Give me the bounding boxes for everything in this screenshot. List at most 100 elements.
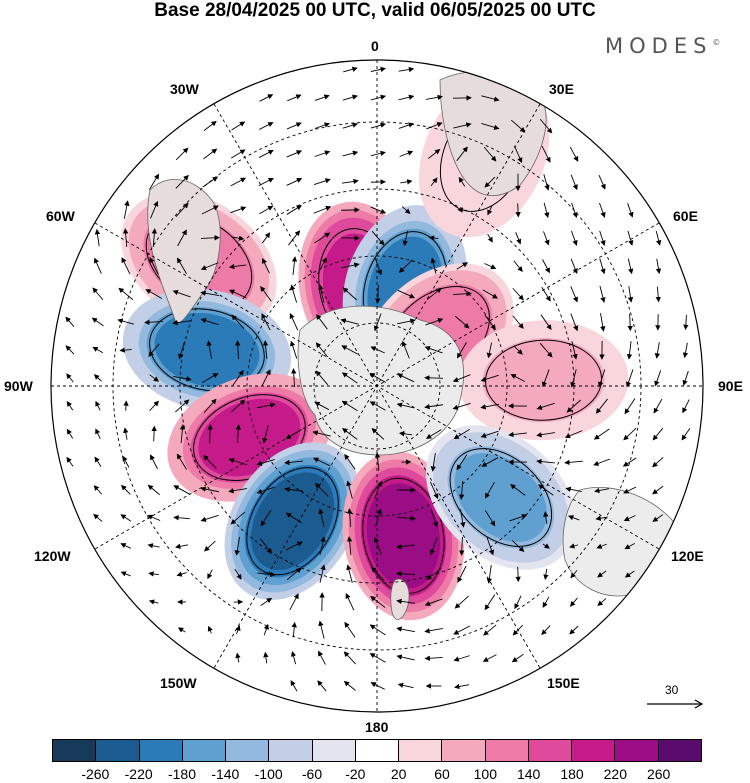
wind-arrow: [234, 568, 242, 580]
wind-arrow: [599, 230, 606, 246]
wind-arrow: [204, 540, 216, 552]
wind-arrow: [400, 179, 413, 185]
wind-arrow: [425, 94, 443, 101]
wind-arrow: [543, 511, 549, 524]
wind-arrow: [397, 682, 414, 689]
lon-label-30e: 30E: [549, 81, 574, 97]
wind-arrow: [93, 513, 103, 522]
wind-arrow: [206, 340, 213, 359]
wind-arrow: [150, 454, 158, 470]
wind-arrow: [453, 655, 470, 662]
wind-arrow: [541, 286, 551, 302]
wind-arrow: [543, 174, 550, 191]
wind-arrow: [429, 537, 438, 556]
wind-arrow: [262, 258, 270, 274]
wind-arrow: [260, 597, 273, 606]
australia: [562, 487, 683, 597]
wind-arrow: [401, 340, 410, 359]
wind-arrow: [94, 257, 102, 274]
colorbar-bin-7: [355, 740, 400, 761]
wind-arrow: [256, 486, 275, 494]
lon-label-90e: 90E: [718, 378, 743, 394]
wind-arrow: [230, 399, 246, 413]
antarctica: [297, 305, 464, 456]
wind-arrow: [371, 428, 385, 440]
wind-arrow: [319, 536, 326, 555]
wind-arrow: [65, 345, 75, 355]
wind-arrow: [144, 319, 164, 325]
wind-arrow: [452, 291, 472, 297]
wind-arrow: [286, 178, 303, 186]
wind-arrow: [681, 428, 691, 441]
colorbar-tick-20: 20: [390, 766, 407, 782]
lon-label-90w: 90W: [4, 378, 33, 394]
wind-arrow: [262, 340, 269, 360]
wind-arrow: [371, 230, 385, 246]
colorbar-tick-180: 180: [560, 766, 584, 782]
wind-arrow: [539, 342, 553, 358]
wind-arrow: [66, 428, 74, 439]
wind-arrow: [344, 453, 356, 470]
wind-arrow: [203, 148, 218, 160]
wind-arrow: [399, 150, 414, 157]
wind-arrow: [342, 178, 359, 185]
wind-arrow: [594, 487, 610, 494]
colorbar-tick--20: -20: [345, 766, 366, 782]
wind-arrow: [570, 286, 578, 303]
wind-arrow: [652, 514, 664, 522]
wind-arrow: [231, 314, 245, 329]
wind-arrow: [200, 262, 219, 271]
wind-arrow: [179, 424, 186, 444]
wind-arrow: [121, 257, 131, 275]
wind-arrow: [428, 235, 439, 241]
wind-arrow: [228, 263, 247, 270]
wind-arrow: [622, 457, 637, 467]
wind-arrow: [512, 315, 524, 329]
wind-arrow: [486, 537, 495, 556]
brand-mark: ©: [712, 38, 721, 47]
wind-arrow: [173, 485, 191, 495]
wind-arrow: [483, 146, 497, 162]
wind-arrow: [230, 149, 246, 159]
wind-arrow: [259, 205, 274, 215]
wind-arrow: [121, 484, 131, 495]
wind-arrow: [314, 122, 330, 129]
wind-arrow: [515, 203, 521, 218]
wind-arrow: [147, 514, 161, 521]
wind-arrow: [513, 260, 523, 272]
wind-arrow: [123, 200, 130, 219]
colorbar-bin-11: [528, 740, 573, 761]
wind-arrow: [263, 623, 269, 636]
wind-arrow: [284, 459, 303, 466]
wind-arrow: [482, 654, 497, 662]
wind-arrow: [203, 398, 217, 414]
wind-arrow: [93, 485, 103, 495]
wind-arrow: [341, 262, 360, 269]
wind-arrow: [596, 543, 607, 549]
wind-arrow: [536, 432, 555, 438]
wind-arrow: [398, 94, 415, 101]
graticule: [51, 60, 703, 712]
wind-arrow: [286, 150, 303, 158]
lon-label-30w: 30W: [170, 81, 199, 97]
colorbar-bin-5: [269, 740, 313, 761]
wind-arrow: [145, 289, 163, 299]
wind-arrow: [653, 398, 663, 414]
wind-arrow: [149, 400, 159, 411]
wind-arrow: [370, 206, 387, 214]
wind-arrow: [317, 257, 327, 275]
wind-arrow: [396, 598, 415, 605]
wind-arrow: [200, 235, 220, 241]
wind-arrow: [397, 373, 415, 383]
colorbar-bin-6: [312, 740, 356, 761]
wind-arrow: [235, 652, 241, 663]
wind-arrow: [654, 342, 661, 359]
wind-arrow: [370, 66, 386, 73]
wind-arrow: [424, 403, 443, 410]
wind-arrow: [514, 595, 522, 610]
wind-arrow: [543, 202, 550, 218]
wind-arrow: [122, 455, 130, 468]
wind-arrow: [148, 599, 159, 605]
wind-arrow: [569, 146, 579, 162]
wind-arrow: [228, 289, 247, 299]
